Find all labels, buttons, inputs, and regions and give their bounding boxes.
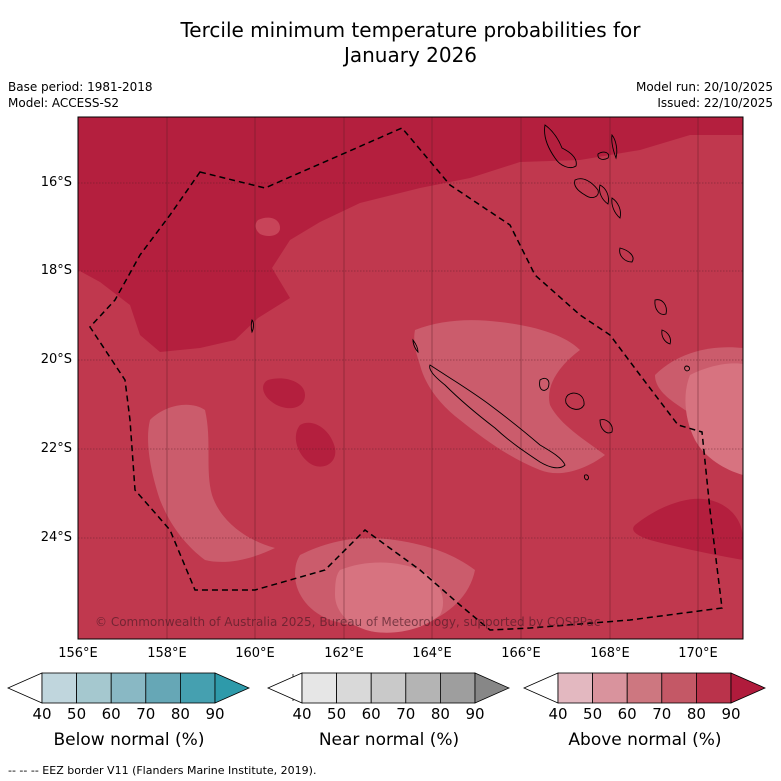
meta-right: Model run: 20/10/2025 Issued: 22/10/2025 <box>636 79 773 111</box>
colorbar-title-above: Above normal (%) <box>568 730 722 750</box>
colorbar-below-segment <box>41 672 77 704</box>
colorbar-below-segment <box>76 672 112 704</box>
colorbar-below-segment <box>110 672 147 704</box>
colorbar-near-segment <box>439 672 476 704</box>
coast-vanuatu-7 <box>619 247 634 263</box>
colorbar-near-segment <box>301 672 337 704</box>
colorbar-near-tick: 90 <box>465 705 485 723</box>
lon-label-170e: 170°E <box>678 646 718 661</box>
colorbar-below-tick: 80 <box>170 705 190 723</box>
lon-label-160e: 160°E <box>235 646 275 661</box>
coast-islet-1 <box>684 365 690 372</box>
colorbar-near-tick: 60 <box>361 705 381 723</box>
eez-border <box>89 127 723 631</box>
coast-loyalty-1 <box>539 377 550 391</box>
lat-label-24s: 24°S <box>40 530 72 545</box>
colorbar-below-tick: 60 <box>101 705 121 723</box>
coast-vanuatu-1 <box>544 124 577 169</box>
coast-vanuatu-4 <box>574 178 599 198</box>
lat-label-18s: 18°S <box>40 263 72 278</box>
coast-vanuatu-8 <box>654 299 667 315</box>
title-line-1: Tercile minimum temperature probabilitie… <box>180 18 641 42</box>
colorbar-title-below: Below normal (%) <box>53 730 205 750</box>
colorbar-below-extend-low <box>7 672 43 704</box>
coast-islet-2 <box>250 319 254 334</box>
colorbar-above-tick: 40 <box>548 705 568 723</box>
colorbar-above-extend-low <box>523 672 559 704</box>
colorbar-below-segment <box>145 672 181 704</box>
colorbar-above-extend-high <box>730 672 766 704</box>
lat-label-20s: 20°S <box>40 352 72 367</box>
lat-label-16s: 16°S <box>40 175 72 190</box>
colorbar-near-segment <box>336 672 372 704</box>
colorbar-near-tick: 80 <box>430 705 450 723</box>
colorbar-near-tick: 70 <box>396 705 416 723</box>
colorbar-below-tick: 40 <box>32 705 52 723</box>
field-lighter-east <box>685 363 743 475</box>
lon-label-158e: 158°E <box>147 646 187 661</box>
colorbar-above-segment <box>626 672 663 704</box>
model-name: Model: ACCESS-S2 <box>8 96 120 110</box>
colorbar-below-extend-high <box>214 672 250 704</box>
colorbar-near-segment <box>370 672 407 704</box>
copyright-notice: © Commonwealth of Australia 2025, Bureau… <box>95 615 600 629</box>
colorbar-below-segment <box>179 672 216 704</box>
colorbar-below-tick: 50 <box>67 705 87 723</box>
lon-label-162e: 162°E <box>324 646 364 661</box>
lon-label-164e: 164°E <box>412 646 452 661</box>
probability-field <box>78 117 743 639</box>
colorbar-above-tick: 90 <box>721 705 741 723</box>
field-dark-north <box>78 117 743 352</box>
colorbar-below-tick: 70 <box>136 705 156 723</box>
colorbar-above-tick: 60 <box>617 705 637 723</box>
title-line-2: January 2026 <box>343 43 478 67</box>
coast-vanuatu-3 <box>611 133 618 160</box>
colorbar-above-segment <box>696 672 732 704</box>
colorbar-above-segment <box>592 672 628 704</box>
chart-title: Tercile minimum temperature probabilitie… <box>0 18 781 68</box>
colorbar-above-segment <box>557 672 593 704</box>
colorbar-above-tick: 70 <box>652 705 672 723</box>
field-light-patch <box>255 217 280 236</box>
colorbar-below-tick: 90 <box>205 705 225 723</box>
field-dark-blob-1 <box>263 378 305 409</box>
coast-vanuatu-9 <box>661 329 671 345</box>
colorbar-title-near: Near normal (%) <box>318 730 460 750</box>
colorbar-near-tick: 50 <box>327 705 347 723</box>
coast-vanuatu-2 <box>597 151 610 160</box>
coast-loyalty-3 <box>599 419 613 434</box>
lat-label-22s: 22°S <box>40 441 72 456</box>
colorbar-above-segment <box>661 672 697 704</box>
coast-islet-3 <box>583 474 589 481</box>
field-light-central <box>414 320 605 474</box>
field-dark-southeast <box>633 498 743 560</box>
field-dark-blob-2 <box>295 422 336 467</box>
lon-label-166e: 166°E <box>501 646 541 661</box>
base-period: Base period: 1981-2018 <box>8 80 153 94</box>
coast-isle-small-1 <box>412 338 419 354</box>
map-frame <box>77 116 744 640</box>
lon-label-156e: 156°E <box>58 646 98 661</box>
model-run: Model run: 20/10/2025 <box>635 80 773 94</box>
coast-vanuatu-6 <box>611 197 621 219</box>
coastlines <box>250 124 690 481</box>
coast-new-caledonia <box>429 364 566 469</box>
field-lighter-south <box>335 562 444 633</box>
colorbar-above-tick: 80 <box>686 705 706 723</box>
colorbar-near-segment <box>405 672 441 704</box>
coast-vanuatu-5 <box>599 184 609 205</box>
colorbar-above-tick: 50 <box>583 705 603 723</box>
issued-date: Issued: 22/10/2025 <box>657 96 773 110</box>
field-light-west <box>148 404 275 562</box>
eez-footnote: -- -- -- EEZ border V11 (Flanders Marine… <box>8 764 317 777</box>
coast-loyalty-2 <box>565 392 585 410</box>
colorbars <box>7 672 766 704</box>
lon-label-168e: 168°E <box>590 646 630 661</box>
colorbar-near-extend-high <box>474 672 510 704</box>
colorbar-near-extend-low <box>267 672 303 704</box>
meta-left: Base period: 1981-2018 Model: ACCESS-S2 <box>8 79 153 111</box>
colorbar-near-tick: 40 <box>292 705 312 723</box>
